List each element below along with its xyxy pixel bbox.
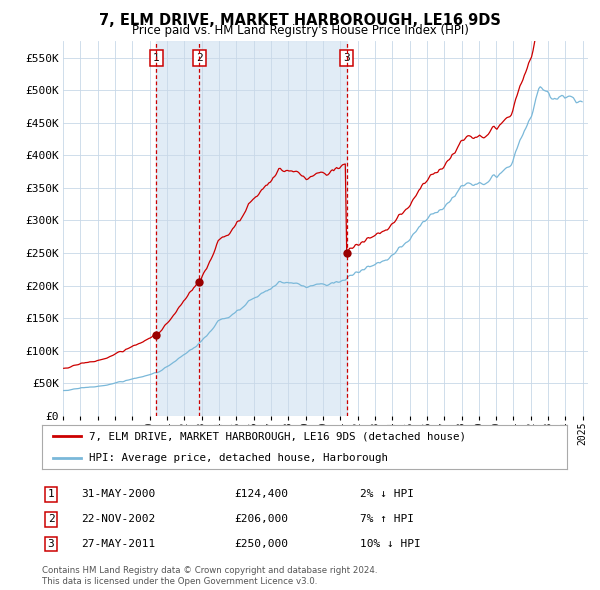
Text: 1: 1: [47, 490, 55, 499]
Text: 2% ↓ HPI: 2% ↓ HPI: [360, 490, 414, 499]
Text: 7, ELM DRIVE, MARKET HARBOROUGH, LE16 9DS: 7, ELM DRIVE, MARKET HARBOROUGH, LE16 9D…: [99, 13, 501, 28]
Text: 2: 2: [196, 53, 203, 63]
Text: 3: 3: [343, 53, 350, 63]
Text: This data is licensed under the Open Government Licence v3.0.: This data is licensed under the Open Gov…: [42, 577, 317, 586]
Text: £206,000: £206,000: [234, 514, 288, 524]
Text: Price paid vs. HM Land Registry's House Price Index (HPI): Price paid vs. HM Land Registry's House …: [131, 24, 469, 37]
Text: 1: 1: [153, 53, 160, 63]
Text: 2: 2: [47, 514, 55, 524]
Text: 22-NOV-2002: 22-NOV-2002: [81, 514, 155, 524]
Text: £124,400: £124,400: [234, 490, 288, 499]
Text: £250,000: £250,000: [234, 539, 288, 549]
Bar: [156, 41, 347, 416]
Text: HPI: Average price, detached house, Harborough: HPI: Average price, detached house, Harb…: [89, 454, 388, 463]
Text: 3: 3: [47, 539, 55, 549]
Text: 10% ↓ HPI: 10% ↓ HPI: [360, 539, 421, 549]
Text: 7, ELM DRIVE, MARKET HARBOROUGH, LE16 9DS (detached house): 7, ELM DRIVE, MARKET HARBOROUGH, LE16 9D…: [89, 431, 466, 441]
Text: 31-MAY-2000: 31-MAY-2000: [81, 490, 155, 499]
Text: 7% ↑ HPI: 7% ↑ HPI: [360, 514, 414, 524]
Text: Contains HM Land Registry data © Crown copyright and database right 2024.: Contains HM Land Registry data © Crown c…: [42, 566, 377, 575]
Text: 27-MAY-2011: 27-MAY-2011: [81, 539, 155, 549]
